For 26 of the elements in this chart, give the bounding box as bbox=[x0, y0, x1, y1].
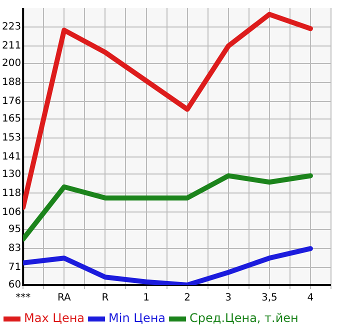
x-tick-label: 2 bbox=[184, 292, 190, 304]
y-tick-label: 130 bbox=[2, 168, 22, 180]
x-tick-label: 3 bbox=[225, 292, 232, 304]
y-tick-label: 223 bbox=[2, 22, 22, 33]
y-tick-label: 83 bbox=[8, 243, 22, 254]
legend-label: Сред.Цена, т.йен bbox=[190, 311, 298, 326]
x-tick-label: 3,5 bbox=[261, 292, 278, 304]
y-tick-label: 60 bbox=[8, 280, 22, 291]
x-tick-label: 1 bbox=[143, 292, 150, 304]
y-tick-label: 165 bbox=[2, 113, 22, 124]
y-tick-label: 153 bbox=[2, 132, 22, 144]
y-tick-label: 141 bbox=[2, 151, 22, 162]
y-tick-label: 106 bbox=[2, 206, 22, 218]
y-tick-label: 200 bbox=[2, 58, 22, 69]
y-tick-label: 71 bbox=[8, 262, 22, 274]
legend-label: Min Цена bbox=[108, 311, 166, 326]
x-tick-label: R bbox=[102, 292, 109, 304]
legend-label: Max Цена bbox=[24, 311, 85, 326]
x-tick-label: RA bbox=[57, 292, 71, 304]
y-tick-label: 211 bbox=[2, 40, 22, 52]
x-tick-label: 4 bbox=[307, 292, 314, 304]
x-tick-label: *** bbox=[16, 292, 31, 304]
y-tick-label: 176 bbox=[2, 96, 22, 107]
y-tick-label: 118 bbox=[2, 188, 22, 199]
y-tick-label: 95 bbox=[8, 224, 22, 236]
y-tick-label: 188 bbox=[2, 76, 22, 88]
